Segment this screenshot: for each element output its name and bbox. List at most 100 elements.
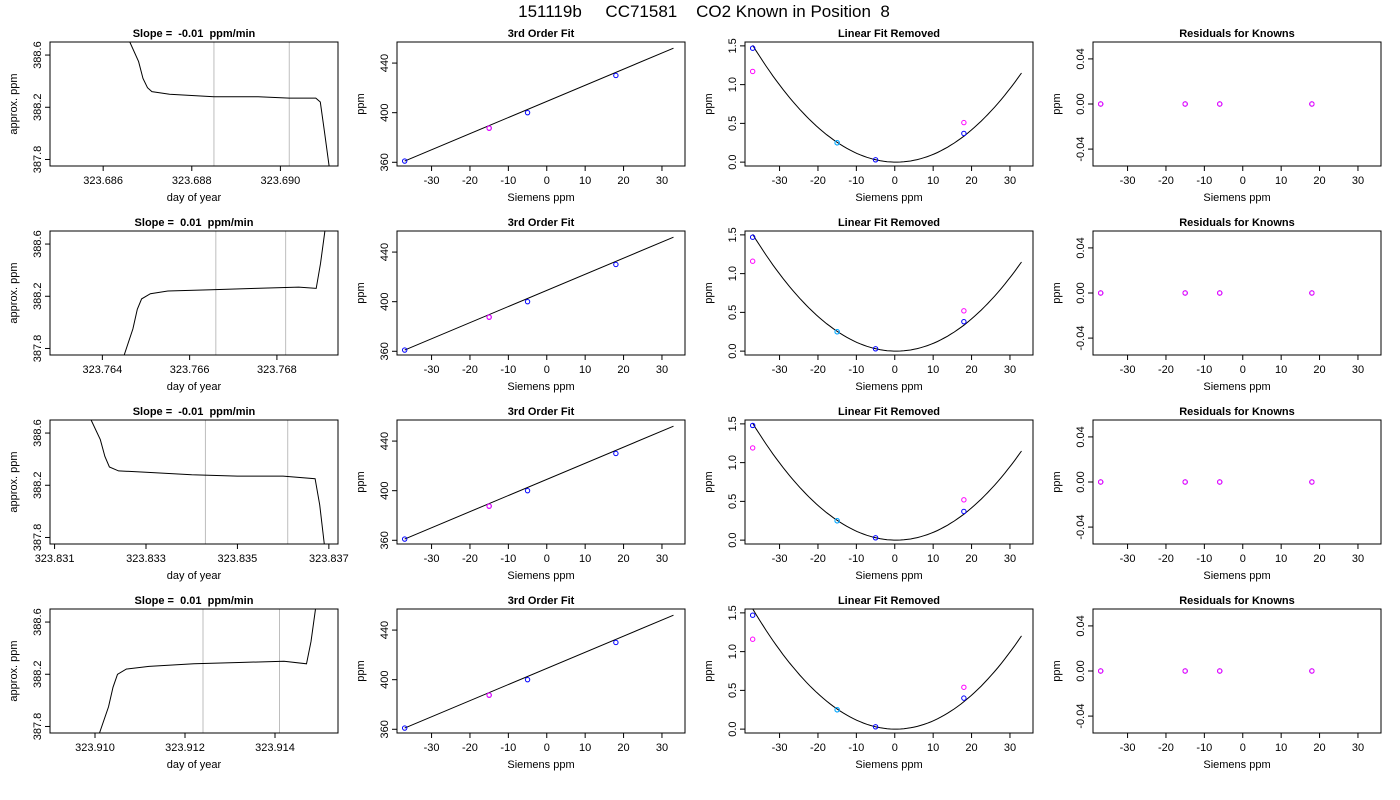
x-tick-label: -10: [1196, 553, 1212, 565]
chart-panel-r3c2: Linear Fit Removed -30 -20 -10 0 10 20 30 0.0 0.5…: [703, 595, 1034, 771]
x-tick-label: -10: [1196, 175, 1212, 187]
x-tick-label: 0: [544, 742, 550, 754]
x-tick-label: 323.764: [82, 364, 122, 376]
x-tick-label: -10: [848, 175, 864, 187]
fit-curve: [752, 233, 1022, 352]
x-tick-label: -10: [1196, 742, 1212, 754]
y-axis-label: ppm: [703, 660, 715, 681]
x-tick-label: 20: [1313, 364, 1325, 376]
data-point: [1309, 290, 1315, 296]
x-tick-label: 323.833: [126, 553, 166, 565]
panel-title: Slope = -0.01 ppm/min: [133, 406, 256, 418]
plot-frame: [49, 608, 339, 734]
x-tick-label: -10: [500, 742, 516, 754]
x-tick-label: 10: [927, 175, 939, 187]
data-point: [834, 707, 840, 713]
x-tick-label: -30: [772, 742, 788, 754]
y-tick-label: 400: [379, 671, 391, 689]
plot-area: [401, 47, 674, 164]
y-axis-label: ppm: [1051, 471, 1063, 492]
x-tick-label: 30: [656, 175, 668, 187]
chart-panel-r0c2: Linear Fit Removed -30 -20 -10 0 10 20 30 0.0 0.5…: [703, 28, 1034, 204]
x-tick-label: 20: [965, 364, 977, 376]
fit-line: [404, 236, 674, 351]
y-tick-label: 387.8: [32, 146, 44, 174]
panel-title: Linear Fit Removed: [838, 28, 940, 40]
data-point: [1309, 101, 1315, 107]
x-tick-label: 20: [965, 175, 977, 187]
data-point: [1097, 290, 1104, 296]
panel-title: Slope = 0.01 ppm/min: [135, 217, 254, 229]
plot-frame: [396, 608, 686, 734]
x-tick-label: -30: [772, 175, 788, 187]
plot-frame: [396, 41, 686, 167]
y-tick-label: 1.5: [727, 416, 739, 431]
plot-area: [401, 614, 674, 731]
x-axis-label: Siemens ppm: [507, 192, 574, 204]
x-tick-label: 30: [1004, 553, 1016, 565]
y-tick-label: 360: [379, 342, 391, 360]
x-tick-label: -20: [1158, 553, 1174, 565]
data-point: [749, 422, 756, 429]
chart-panel-r2c0: Slope = -0.01 ppm/min 323.831 323.833 323.8…: [8, 406, 349, 582]
data-point: [1182, 101, 1188, 107]
x-tick-label: 20: [1313, 553, 1325, 565]
x-tick-label: -20: [1158, 175, 1174, 187]
x-axis-label: Siemens ppm: [507, 570, 574, 582]
y-tick-label: 1.0: [727, 266, 739, 281]
data-point: [486, 125, 492, 131]
data-point: [486, 692, 492, 698]
x-tick-label: 10: [1275, 553, 1287, 565]
chart-panel-r3c1: 3rd Order Fit -30 -20 -10 0 10 20 30 360 400 440 Si…: [355, 595, 686, 771]
x-tick-label: 0: [892, 742, 898, 754]
x-axis-label: Siemens ppm: [1203, 759, 1270, 771]
x-axis-label: Siemens ppm: [855, 381, 922, 393]
data-point: [961, 119, 967, 126]
y-tick-label: 0.0: [727, 721, 739, 736]
data-point: [1309, 668, 1315, 674]
x-axis-label: day of year: [167, 192, 222, 204]
data-point: [961, 695, 967, 701]
data-point: [613, 639, 619, 646]
y-tick-label: 400: [379, 104, 391, 122]
x-tick-label: 10: [1275, 742, 1287, 754]
x-tick-label: -30: [424, 553, 440, 565]
y-tick-label: 360: [379, 153, 391, 171]
x-tick-label: 323.914: [255, 742, 295, 754]
plot-frame: [49, 230, 339, 356]
panel-title: Residuals for Knowns: [1179, 406, 1295, 418]
plot-area: [99, 609, 316, 733]
y-tick-label: 1.5: [727, 605, 739, 620]
plot-area: [749, 609, 1022, 730]
x-tick-label: -30: [1120, 742, 1136, 754]
fit-line: [404, 614, 674, 729]
data-point: [524, 487, 531, 494]
y-axis-label: ppm: [355, 660, 367, 681]
data-point: [961, 684, 967, 690]
x-tick-label: -30: [424, 364, 440, 376]
x-tick-label: -20: [810, 175, 826, 187]
data-point: [872, 724, 879, 730]
y-axis-label: ppm: [1051, 282, 1063, 303]
x-tick-label: 30: [1004, 364, 1016, 376]
data-point: [749, 445, 756, 451]
data-point: [486, 503, 492, 509]
plot-area: [749, 422, 1022, 541]
fit-curve: [752, 44, 1022, 163]
data-point: [834, 518, 840, 524]
y-tick-label: 0.04: [1075, 426, 1087, 447]
x-tick-label: 30: [1352, 175, 1364, 187]
y-tick-label: -0.04: [1075, 515, 1087, 540]
fit-line: [404, 47, 674, 162]
plot-frame: [396, 419, 686, 545]
data-point: [1097, 101, 1104, 107]
x-tick-label: 323.831: [35, 553, 75, 565]
data-point: [524, 676, 531, 683]
x-tick-label: 0: [1240, 175, 1246, 187]
y-axis-label: approx. ppm: [8, 73, 20, 134]
y-tick-label: 387.8: [32, 524, 44, 552]
data-point: [1217, 668, 1223, 674]
chart-panel-r2c3: Residuals for Knowns -30 -20 -10 0 10 20 30 -0.0…: [1051, 406, 1382, 582]
co2-trace-line: [129, 42, 330, 166]
y-tick-label: 388.6: [32, 419, 44, 447]
